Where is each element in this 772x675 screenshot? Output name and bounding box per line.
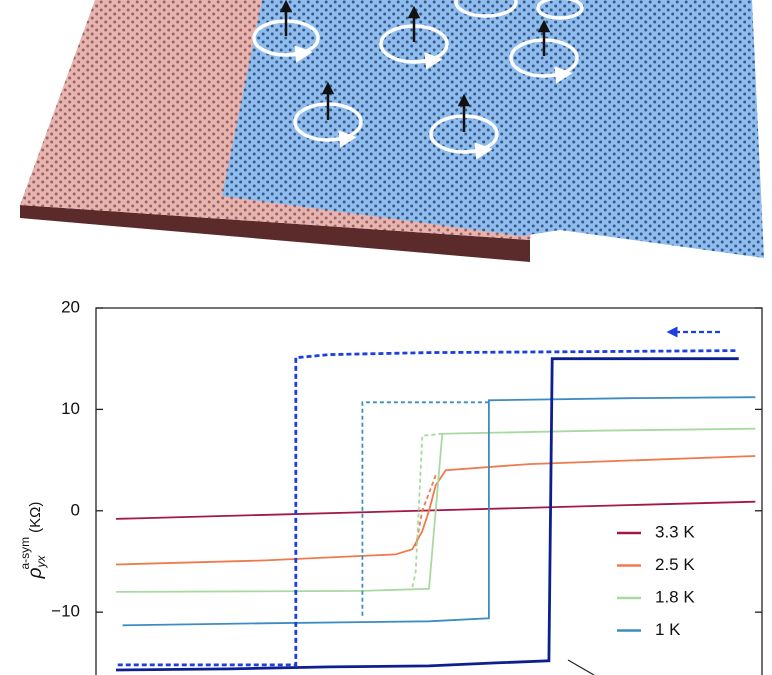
illustration bbox=[20, 0, 764, 262]
sweep-line-dashed bbox=[361, 401, 489, 619]
y-tick-label: 20 bbox=[61, 297, 80, 316]
sweep-line bbox=[115, 357, 739, 672]
y-axis-label: ρyxa-sym (KΩ) bbox=[18, 502, 48, 580]
callout-label: 0.05 K bbox=[604, 671, 654, 675]
legend-label: 1 K bbox=[655, 620, 681, 639]
plot-frame bbox=[95, 307, 763, 675]
y-tick-label: 0 bbox=[71, 500, 80, 519]
y-unit: (KΩ) bbox=[27, 502, 44, 533]
sweep-line-dashed bbox=[411, 432, 443, 588]
legend-label: 1.8 K bbox=[655, 587, 695, 606]
legend-label: 2.5 K bbox=[655, 555, 695, 574]
sweep-line-dashed bbox=[414, 474, 437, 547]
y-subscript: yx bbox=[34, 555, 48, 569]
callout-leader bbox=[567, 659, 595, 675]
y-superscript: a-sym bbox=[18, 537, 32, 570]
sweep-line bbox=[122, 396, 756, 627]
legend-label: 3.3 K bbox=[655, 522, 695, 541]
y-tick-label: 10 bbox=[61, 399, 80, 418]
sweep-line bbox=[115, 455, 756, 566]
y-tick-label: −10 bbox=[51, 602, 80, 621]
plot-area bbox=[115, 349, 756, 672]
y-symbol: ρ bbox=[25, 567, 46, 579]
